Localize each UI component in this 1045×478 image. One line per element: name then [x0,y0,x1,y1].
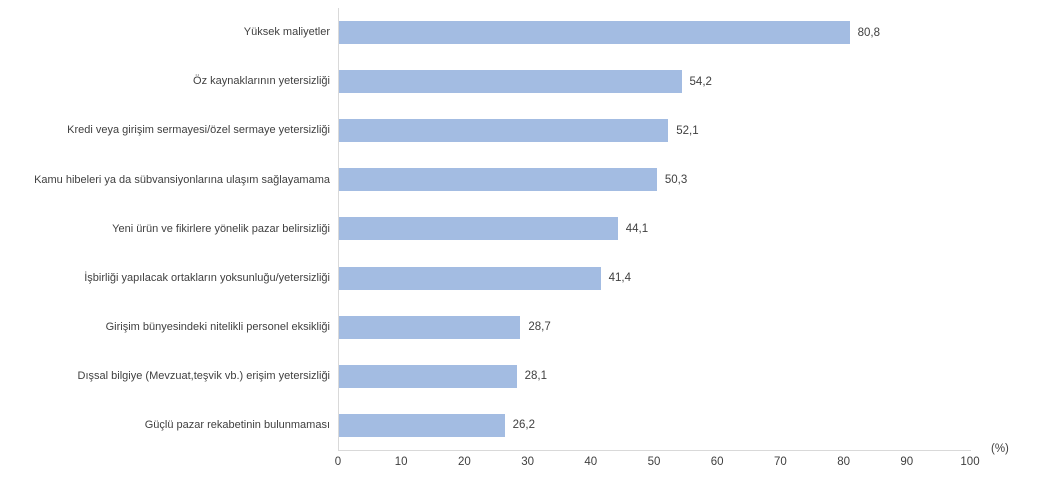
x-axis-tick-label: 100 [960,456,980,468]
value-label: 44,1 [625,222,649,235]
value-label: 50,3 [664,173,688,186]
bar [339,168,657,192]
category-label: Yüksek maliyetler [243,26,330,39]
bar-row: Kredi veya girişim sermayesi/özel sermay… [0,106,1045,155]
value-label: 52,1 [676,124,699,137]
x-axis-tick-label: 80 [837,456,850,468]
bar [339,21,850,45]
bar-track: 28,1 [339,364,971,388]
value-label: 54,2 [689,75,712,88]
value-label: 26,2 [512,419,535,432]
category-label: Güçlü pazar rekabetinin bulunmaması [144,418,330,431]
bar-track: 52,1 [339,119,971,143]
bar-track: 50,3 [339,168,971,192]
category-label: Öz kaynaklarının yetersizliği [193,75,330,88]
category-label: Dışsal bilgiye (Mevzuat,teşvik vb.) eriş… [77,369,330,382]
bar [339,315,521,339]
bar-rows: Yüksek maliyetler 80,8 Öz kaynaklarının … [0,8,1045,450]
value-label: 41,4 [608,272,632,285]
x-axis-tick-label: 20 [457,456,471,468]
bar-track: 44,1 [339,217,971,241]
x-axis-tick-label: 90 [900,456,914,468]
bar-track: 26,2 [339,413,971,437]
x-axis-tick-label: 10 [394,456,408,468]
bar-track: 28,7 [339,315,971,339]
bar-row: Yüksek maliyetler 80,8 [0,8,1045,57]
x-axis-tick-label: 60 [710,456,724,468]
x-axis-unit-label: (%) [991,443,1009,455]
category-label: İşbirliği yapılacak ortakların yoksunluğ… [84,271,330,284]
bar-row: Yeni ürün ve fikirlere yönelik pazar bel… [0,204,1045,253]
bar [339,364,517,388]
category-label: Girişim bünyesindeki nitelikli personel … [105,320,330,333]
bar-row: Kamu hibeleri ya da sübvansiyonlarına ul… [0,155,1045,204]
bar-row: Girişim bünyesindeki nitelikli personel … [0,303,1045,352]
category-label: Yeni ürün ve fikirlere yönelik pazar bel… [112,222,330,235]
x-axis-line [338,450,971,451]
bar-track: 54,2 [339,70,971,94]
bar [339,119,669,143]
bar-row: Dışsal bilgiye (Mevzuat,teşvik vb.) eriş… [0,352,1045,401]
bar-track: 41,4 [339,266,971,290]
value-label: 80,8 [857,26,881,39]
category-label: Kamu hibeleri ya da sübvansiyonlarına ul… [34,173,330,186]
y-axis-line [338,8,339,450]
value-label: 28,7 [528,321,551,334]
x-axis-tick-label: 50 [647,456,661,468]
x-axis-tick-label: 40 [584,456,598,468]
x-axis: 0 10 20 30 40 50 60 70 80 90 100 [334,456,980,472]
bar [339,413,505,437]
x-axis-tick-label: 0 [334,456,342,468]
bar-row: İşbirliği yapılacak ortakların yoksunluğ… [0,253,1045,302]
x-axis-tick-label: 70 [773,456,787,468]
value-label: 28,1 [524,370,547,383]
bar [339,70,682,94]
x-axis-tick-label: 30 [521,456,534,468]
category-label: Kredi veya girişim sermayesi/özel sermay… [67,124,330,137]
bar-row: Güçlü pazar rekabetinin bulunmaması 26,2 [0,401,1045,450]
bar-track: 80,8 [339,21,971,45]
bar [339,217,618,241]
bar-row: Öz kaynaklarının yetersizliği 54,2 [0,57,1045,106]
bar [339,266,601,290]
